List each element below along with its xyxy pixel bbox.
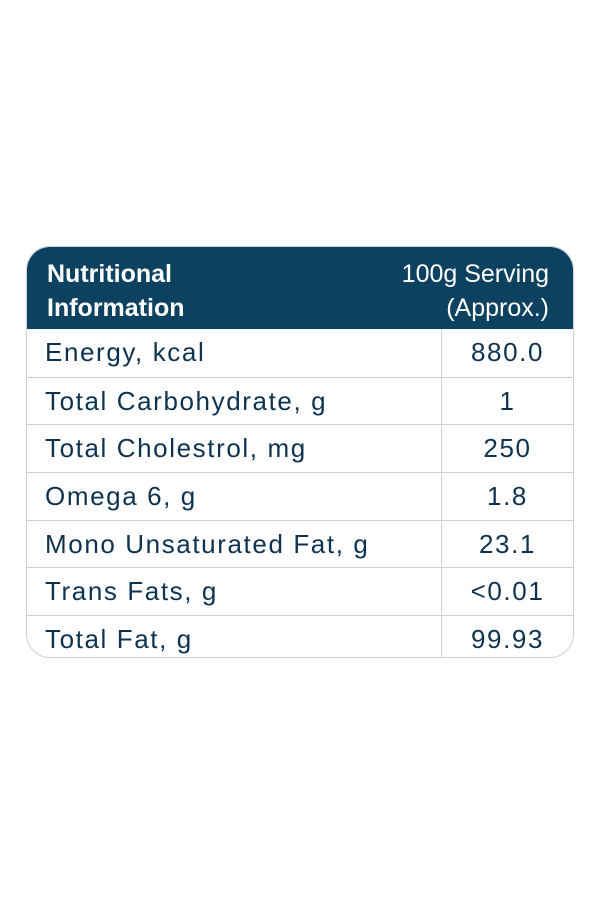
row-label: Total Carbohydrate, g: [27, 377, 442, 425]
table-row: Total Fat, g 99.93: [27, 615, 573, 657]
nutrition-table: Nutritional Information 100g Serving (Ap…: [26, 246, 574, 658]
row-label: Total Cholestrol, mg: [27, 425, 442, 473]
table-header: Nutritional Information 100g Serving (Ap…: [27, 247, 573, 329]
table-body: Energy, kcal 880.0 Total Carbohydrate, g…: [27, 329, 573, 657]
row-value: 250: [483, 433, 532, 464]
table-row: Mono Unsaturated Fat, g 23.1: [27, 519, 573, 568]
row-value: 99.93: [470, 623, 545, 654]
table-row: Energy, kcal 880.0: [27, 329, 573, 377]
header-title-line2: Information: [47, 294, 185, 322]
row-label: Energy, kcal: [27, 329, 442, 377]
row-label: Mono Unsaturated Fat, g: [27, 520, 442, 568]
row-value: 23.1: [478, 528, 536, 559]
table-row: Total Cholestrol, mg 250: [27, 424, 573, 473]
row-value: <0.01: [470, 576, 545, 607]
header-serving-line1: 100g Serving: [401, 260, 549, 288]
row-value: 880.0: [470, 337, 545, 368]
header-serving-line2: (Approx.): [446, 294, 549, 322]
table-row: Omega 6, g 1.8: [27, 472, 573, 520]
row-label: Trans Fats, g: [27, 568, 442, 616]
row-label: Total Fat, g: [27, 616, 442, 657]
header-title-line1: Nutritional: [47, 260, 172, 288]
table-row: Trans Fats, g <0.01: [27, 567, 573, 616]
row-value: 1: [499, 385, 516, 416]
table-row: Total Carbohydrate, g 1: [27, 376, 573, 425]
row-label: Omega 6, g: [27, 473, 442, 520]
header-title: Nutritional Information: [47, 257, 267, 325]
row-value: 1.8: [487, 480, 528, 511]
header-serving: 100g Serving (Approx.): [309, 257, 549, 325]
